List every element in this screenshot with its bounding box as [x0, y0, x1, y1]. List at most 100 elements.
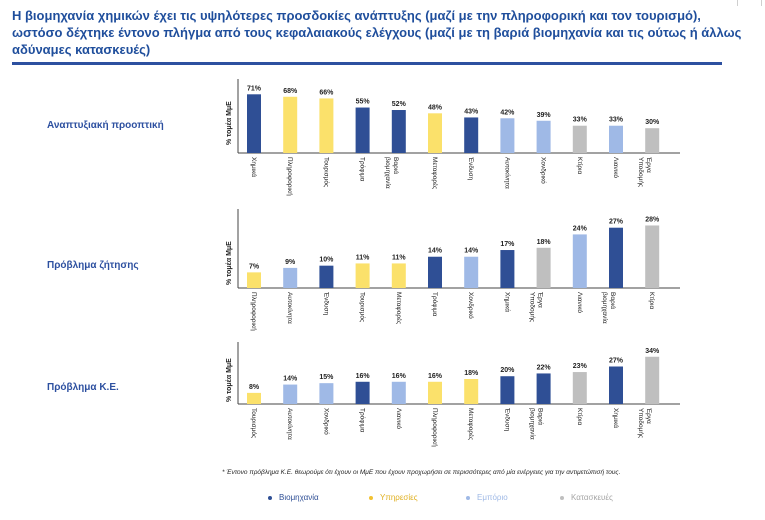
data-label: 16%	[392, 373, 407, 380]
data-label: 48%	[428, 104, 443, 111]
data-label: 7%	[249, 263, 260, 270]
data-label: 11%	[356, 254, 370, 261]
bar	[645, 225, 660, 288]
bar	[355, 263, 370, 288]
bar	[609, 227, 623, 288]
legend-label: Βιομηχανία	[279, 493, 319, 502]
footnote: * Έντονο πρόβλημα Κ.Ε. θεωρούμε ότι έχου…	[222, 469, 621, 476]
bar	[319, 98, 334, 153]
data-label: 42%	[500, 109, 515, 116]
tick-label: Χημικά	[250, 157, 258, 177]
data-label: 20%	[500, 367, 515, 374]
bar	[355, 107, 370, 153]
legend-item-commerce: Εμπόριο	[466, 493, 508, 502]
bar	[428, 256, 442, 288]
data-label: 14%	[428, 248, 443, 255]
row-label-growth: Αναπτυξιακή προοπτική	[47, 120, 164, 131]
data-label: 22%	[537, 364, 552, 371]
tick-label: Μεταφορές	[395, 292, 403, 324]
bar	[391, 263, 406, 288]
tick-label: Χημικά	[503, 292, 511, 312]
data-label: 10%	[319, 257, 334, 264]
bar	[247, 392, 261, 404]
data-label: 16%	[428, 373, 443, 380]
tick-label: Βαριάβιομηχανία	[601, 292, 617, 324]
tick-label: Ένδυση	[467, 156, 474, 181]
legend-label: Κατασκευές	[571, 493, 613, 502]
data-label: 18%	[464, 370, 479, 377]
corner-mark	[737, 0, 738, 6]
data-label: 17%	[500, 241, 515, 248]
data-label: 34%	[645, 348, 660, 355]
bar	[283, 267, 298, 288]
data-label: 23%	[573, 363, 588, 370]
bar	[428, 381, 442, 404]
tick-label: Τρόφιμα	[431, 292, 439, 317]
data-label: 33%	[609, 117, 624, 124]
tick-label: Τρόφιμα	[359, 157, 367, 182]
tick-label: Τουρισμός	[322, 157, 330, 187]
tick-label: Κτίρια	[648, 292, 656, 309]
tick-label: Ένδυση	[503, 407, 510, 432]
data-label: 27%	[609, 358, 624, 365]
bar	[464, 379, 479, 404]
data-label: 33%	[573, 117, 588, 124]
tick-label: Κτίρια	[576, 408, 584, 425]
bar	[645, 128, 660, 153]
row-label-demand: Πρόβλημα ζήτησης	[47, 260, 139, 271]
legend-marker	[560, 495, 564, 500]
tick-label: Λιανικό	[395, 408, 403, 429]
corner-mark	[761, 0, 762, 6]
tick-label: Χημικά	[612, 408, 620, 428]
row-label-capital-controls: Πρόβλημα Κ.Ε.	[47, 382, 119, 393]
legend-item-services: Υπηρεσίες	[369, 493, 418, 502]
bar	[247, 272, 261, 288]
bar	[536, 120, 551, 153]
tick-label: ΈργαΥποδομής	[637, 407, 652, 438]
bar	[391, 110, 406, 153]
bar	[500, 250, 515, 288]
tick-label: Τουρισμός	[250, 408, 258, 438]
data-label: 24%	[573, 225, 588, 232]
tick-label: Αυτοκίνητα	[286, 408, 294, 440]
tick-label: Λιανικό	[576, 292, 584, 313]
tick-label: Πληροφορική	[431, 408, 438, 447]
tick-label: Χονδρικό	[540, 157, 548, 184]
bar	[355, 381, 370, 404]
tick-label: Χονδρικό	[467, 292, 475, 319]
data-label: 14%	[283, 376, 298, 383]
tick-label: Αυτοκίνητα	[503, 157, 511, 189]
legend-item-construction: Κατασκευές	[560, 493, 613, 502]
legend-label: Εμπόριο	[477, 493, 508, 502]
tick-label: Αυτοκίνητα	[286, 292, 294, 324]
data-label: 9%	[285, 259, 296, 266]
data-label: 11%	[392, 254, 406, 261]
bar	[645, 356, 660, 404]
bar	[572, 234, 587, 288]
data-label: 8%	[249, 384, 260, 391]
legend-item-industry: Βιομηχανία	[268, 493, 319, 502]
bar	[536, 247, 551, 288]
bar	[247, 94, 261, 153]
bar	[283, 384, 298, 404]
tick-label: Βαριάβιομηχανία	[384, 157, 400, 189]
data-label: 66%	[319, 89, 334, 96]
data-label: 15%	[319, 374, 334, 381]
data-label: 55%	[356, 99, 371, 106]
tick-label: Πληροφορική	[250, 292, 257, 331]
data-label: 14%	[464, 248, 479, 255]
data-label: 71%	[247, 85, 262, 92]
legend-marker	[369, 495, 373, 500]
tick-label: Τρόφιμα	[359, 408, 367, 433]
tick-label: Λιανικό	[612, 157, 620, 178]
bar	[464, 117, 479, 153]
tick-label: Ένδυση	[322, 291, 329, 316]
data-label: 43%	[464, 108, 479, 115]
data-label: 27%	[609, 219, 624, 226]
data-label: 68%	[283, 88, 298, 95]
tick-label: Μεταφορές	[431, 157, 439, 189]
bar	[572, 372, 587, 404]
bar	[283, 96, 298, 153]
tick-label: Τουρισμός	[359, 292, 367, 322]
data-label: 18%	[537, 239, 552, 246]
